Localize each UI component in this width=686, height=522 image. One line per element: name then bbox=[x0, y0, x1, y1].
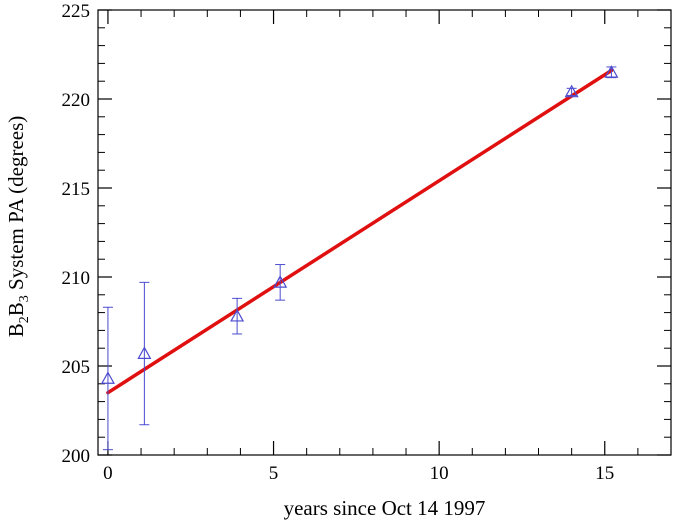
y-tick-label: 225 bbox=[62, 1, 91, 22]
y-tick-label: 210 bbox=[62, 268, 91, 289]
y-axis-title-suffix: System PA (degrees) bbox=[4, 116, 28, 295]
triangle-marker bbox=[604, 65, 619, 78]
y-axis-title: B2B3 System PA (degrees) bbox=[4, 116, 32, 338]
fit-layer bbox=[106, 68, 614, 395]
data-point bbox=[137, 281, 152, 426]
triangle-marker bbox=[100, 371, 115, 384]
x-tick-label: 0 bbox=[103, 463, 113, 484]
data-point bbox=[230, 297, 245, 335]
y-tick-label: 205 bbox=[62, 357, 91, 378]
triangle-marker bbox=[137, 346, 152, 359]
x-tick-label: 5 bbox=[269, 463, 279, 484]
major-ticks bbox=[98, 9, 671, 456]
data-point bbox=[604, 65, 619, 79]
x-axis-title: years since Oct 14 1997 bbox=[284, 496, 486, 520]
y-axis-title-middle: B bbox=[4, 302, 28, 316]
data-point bbox=[100, 306, 115, 451]
y-tick-labels: 200 205 210 215 220 225 bbox=[62, 1, 91, 467]
points-layer bbox=[100, 65, 619, 451]
triangle-marker bbox=[230, 308, 245, 322]
fit-line bbox=[106, 68, 614, 395]
y-axis-title-prefix: B bbox=[4, 323, 28, 337]
y-tick-label: 220 bbox=[62, 90, 91, 111]
y-axis-title-subscript-2: 3 bbox=[17, 295, 32, 302]
triangle-marker bbox=[564, 84, 579, 98]
y-tick-label: 215 bbox=[62, 179, 91, 200]
plot-frame bbox=[97, 9, 672, 456]
triangle-marker bbox=[273, 275, 288, 288]
x-tick-label: 15 bbox=[595, 463, 614, 484]
data-point bbox=[564, 84, 579, 98]
data-point bbox=[273, 264, 288, 301]
y-tick-label: 200 bbox=[62, 446, 91, 467]
x-tick-label: 10 bbox=[430, 463, 449, 484]
y-axis-title-subscript-1: 2 bbox=[17, 316, 32, 323]
minor-ticks bbox=[98, 10, 672, 455]
x-tick-labels: 0 5 10 15 bbox=[103, 463, 614, 484]
